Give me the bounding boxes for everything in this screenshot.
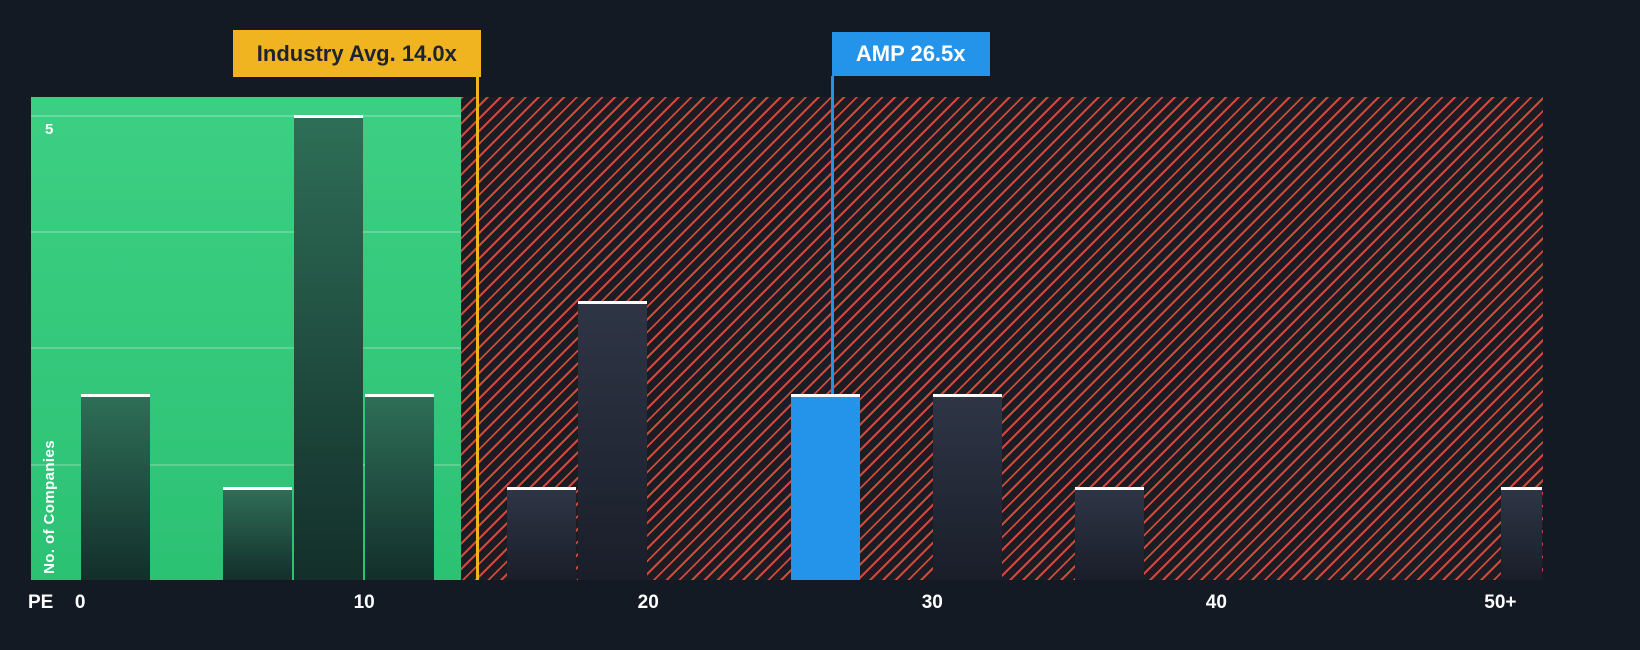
histogram-bar	[81, 393, 151, 580]
plot-area: 5 No. of Companies	[31, 97, 1543, 580]
histogram-bar	[578, 300, 648, 580]
industry-avg-callout: Industry Avg. 14.0x	[232, 30, 481, 77]
gridline	[31, 114, 461, 117]
industry-avg-line	[476, 76, 480, 580]
x-tick-label: 50+	[1484, 592, 1517, 613]
gridline	[31, 347, 461, 350]
company-callout: AMP 26.5x	[831, 32, 990, 76]
gridline	[31, 463, 461, 466]
y-axis-title: No. of Companies	[41, 440, 58, 574]
x-tick-label: 20	[637, 592, 659, 613]
x-tick-label: 0	[74, 592, 86, 613]
x-axis: PE 0 10 20 30 40 50+	[28, 592, 1543, 628]
histogram-bar	[1075, 486, 1145, 580]
company-label: AMP 26.5x	[855, 41, 966, 66]
x-tick-label: 30	[921, 592, 943, 613]
gridline	[31, 231, 461, 233]
y-axis-tick-label: 5	[45, 120, 54, 138]
histogram-bar	[223, 486, 293, 580]
histogram-bar	[1501, 486, 1542, 580]
x-tick-label: 40	[1205, 592, 1227, 613]
histogram-bar	[933, 393, 1003, 580]
histogram-bar	[294, 114, 364, 580]
x-tick-label: 10	[353, 592, 375, 613]
industry-avg-label: Industry Avg. 14.0x	[256, 41, 457, 66]
company-marker-line	[831, 76, 835, 394]
company-bar	[791, 393, 861, 580]
histogram-bar	[507, 486, 577, 580]
histogram-bar	[365, 393, 435, 580]
x-axis-title: PE	[28, 592, 54, 613]
